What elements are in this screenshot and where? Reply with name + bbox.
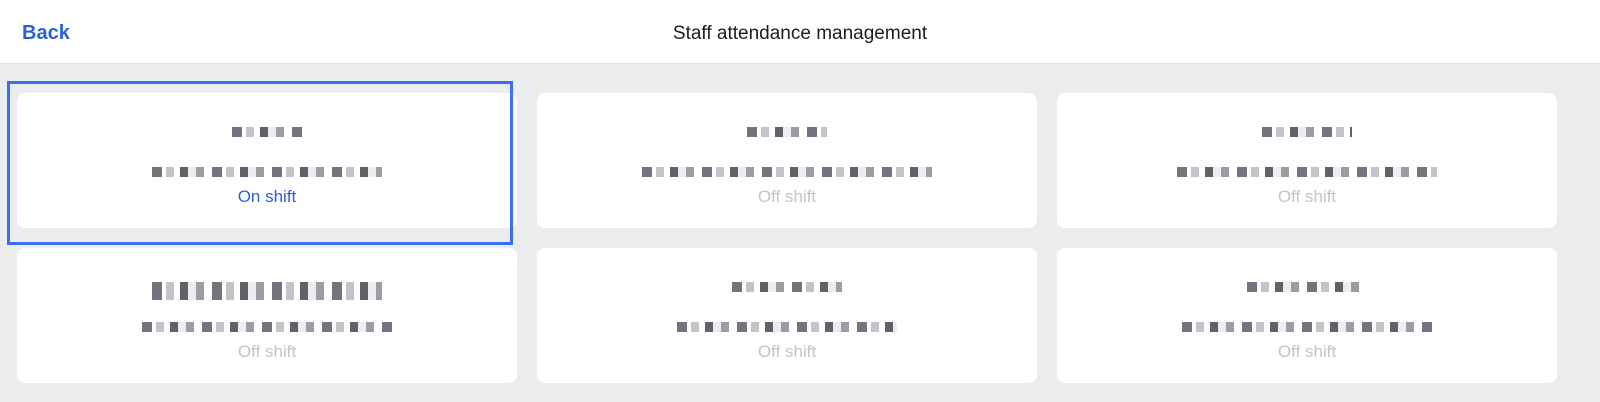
redacted-details xyxy=(142,322,392,332)
header: Back Staff attendance management xyxy=(0,0,1600,64)
redacted-details xyxy=(642,167,932,177)
shift-status: Off shift xyxy=(1277,342,1337,361)
redacted-details xyxy=(677,322,897,332)
staff-card[interactable]: Off shift xyxy=(537,93,1037,228)
page-title: Staff attendance management xyxy=(672,23,928,44)
staff-card[interactable]: Off shift xyxy=(537,248,1037,383)
staff-card[interactable]: Off shift xyxy=(1057,248,1557,383)
shift-status: On shift xyxy=(237,187,297,206)
staff-card[interactable]: Off shift xyxy=(17,248,517,383)
staff-card[interactable]: On shift xyxy=(17,93,517,228)
shift-status: Off shift xyxy=(237,342,297,361)
redacted-details xyxy=(1177,167,1437,177)
redacted-name xyxy=(732,282,842,292)
shift-status: Off shift xyxy=(1277,187,1337,206)
redacted-name xyxy=(747,127,827,137)
redacted-name xyxy=(1247,282,1367,292)
redacted-name xyxy=(232,127,302,137)
redacted-name xyxy=(1262,127,1352,137)
shift-status: Off shift xyxy=(757,187,817,206)
shift-status: Off shift xyxy=(757,342,817,361)
back-button[interactable]: Back xyxy=(22,22,70,44)
redacted-details xyxy=(1182,322,1432,332)
redacted-name xyxy=(152,282,382,300)
redacted-details xyxy=(152,167,382,177)
staff-card[interactable]: Off shift xyxy=(1057,93,1557,228)
